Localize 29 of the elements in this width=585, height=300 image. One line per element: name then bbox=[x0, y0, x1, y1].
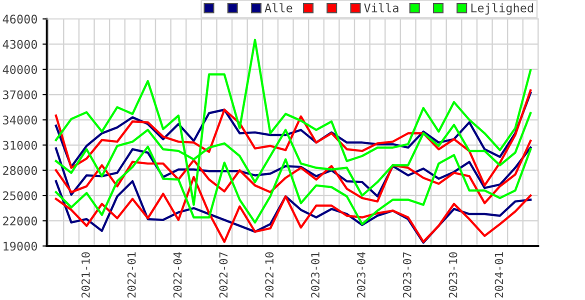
x-tick-label: 2021-10 bbox=[81, 252, 90, 298]
y-tick-label: 37000 bbox=[3, 90, 38, 100]
x-tick-label: 2022-07 bbox=[219, 252, 228, 298]
line-series bbox=[54, 140, 532, 204]
line-series bbox=[54, 146, 532, 226]
y-tick-label: 25000 bbox=[3, 191, 38, 200]
x-tick-label: 2023-01 bbox=[311, 252, 320, 298]
legend-label: Lejlighed bbox=[471, 3, 533, 15]
y-tick-label: 22000 bbox=[3, 216, 38, 226]
legend-label: Alle bbox=[264, 3, 292, 12]
y-tick-label: 46000 bbox=[2, 14, 38, 24]
line-series bbox=[54, 38, 532, 206]
line-series bbox=[54, 146, 532, 198]
x-tick-label: 2023-04 bbox=[357, 252, 366, 298]
y-tick-label: 40000 bbox=[2, 65, 38, 74]
x-tick-label: 2024-01 bbox=[494, 252, 504, 298]
x-tick-label: 2022-04 bbox=[173, 252, 182, 298]
y-tick-label: 43000 bbox=[2, 40, 38, 49]
line-series bbox=[54, 92, 532, 168]
y-tick-label: 19000 bbox=[4, 242, 38, 251]
x-tick-label: 2022-10 bbox=[265, 252, 274, 298]
x-tick-label: 2023-07 bbox=[402, 252, 412, 298]
y-tick-label: 31000 bbox=[3, 140, 38, 150]
x-tick-label: 2022-01 bbox=[127, 252, 136, 298]
y-tick-label: 28000 bbox=[3, 166, 38, 175]
line-series bbox=[54, 89, 532, 187]
y-tick-label: 34000 bbox=[3, 116, 38, 125]
legend-label: Villa bbox=[364, 3, 398, 12]
x-tick-label: 2023-10 bbox=[448, 252, 458, 298]
